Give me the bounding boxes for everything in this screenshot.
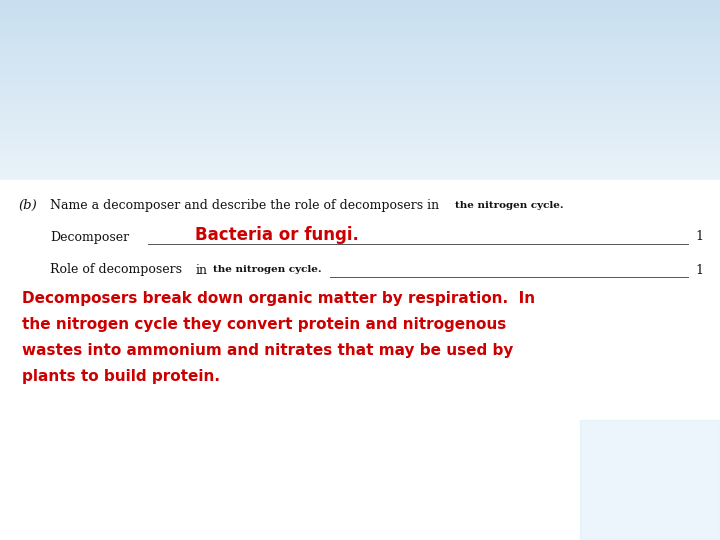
Text: plants to build protein.: plants to build protein. [22, 368, 220, 383]
Text: Name a decomposer and describe the role of decomposers in: Name a decomposer and describe the role … [50, 199, 439, 212]
Text: Decomposers break down organic matter by respiration.  In: Decomposers break down organic matter by… [22, 291, 535, 306]
Text: the nitrogen cycle.: the nitrogen cycle. [455, 200, 564, 210]
Text: the nitrogen cycle they convert protein and nitrogenous: the nitrogen cycle they convert protein … [22, 316, 506, 332]
Bar [0, 180, 720, 355]
Text: the nitrogen cycle.: the nitrogen cycle. [213, 266, 322, 274]
Text: Bacteria or fungi.: Bacteria or fungi. [195, 226, 359, 244]
Text: in: in [196, 264, 208, 276]
Text: Role of decomposers: Role of decomposers [50, 264, 182, 276]
Text: 1: 1 [695, 264, 703, 276]
Text: wastes into ammonium and nitrates that may be used by: wastes into ammonium and nitrates that m… [22, 342, 513, 357]
Bar [580, 420, 720, 540]
Text: 1: 1 [695, 231, 703, 244]
Text: (b): (b) [18, 199, 37, 212]
Text: Decomposer: Decomposer [50, 231, 129, 244]
Bar [0, 270, 720, 540]
